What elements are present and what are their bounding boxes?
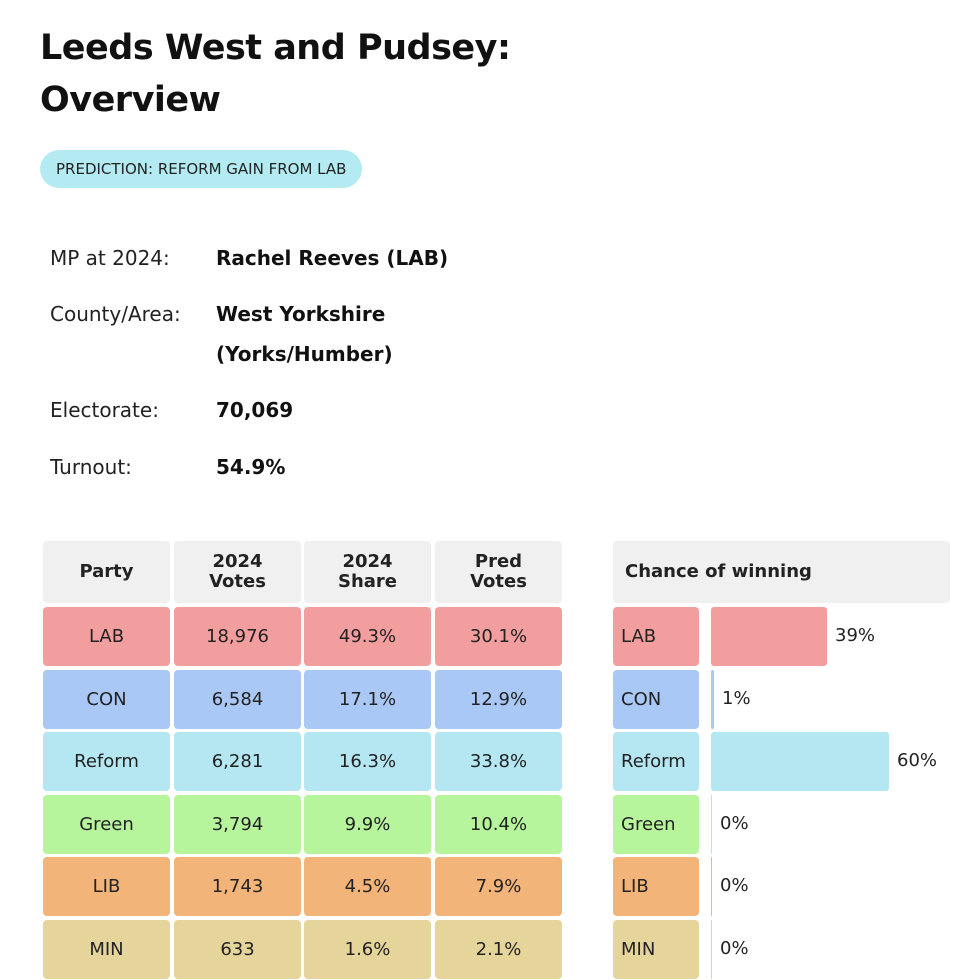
prediction-badge: PREDICTION: REFORM GAIN FROM LAB [40, 150, 363, 188]
party-cell: LIB [43, 857, 170, 916]
chance-of-winning-header: Chance of winning [613, 541, 950, 603]
turnout-label: Turnout: [50, 455, 132, 479]
pred-votes-cell: 12.9% [435, 669, 562, 729]
electorate-label: Electorate: [50, 398, 159, 422]
chance-category-label: MIN [613, 919, 699, 979]
share-2024-cell: 4.5% [304, 857, 431, 916]
votes-2024-cell: 633 [174, 919, 301, 979]
share-2024-cell: 17.1% [304, 669, 431, 729]
turnout-value: 54.9% [216, 455, 286, 479]
chance-value-label: 60% [897, 750, 938, 771]
county-value-line-1: West Yorkshire [216, 302, 386, 326]
votes-2024-cell: 3,794 [174, 794, 301, 854]
votes-2024-cell: 1,743 [174, 857, 301, 916]
share-2024-cell: 9.9% [304, 794, 431, 854]
party-cell: MIN [43, 919, 170, 979]
chance-value-label: 0% [720, 875, 749, 896]
county-value-line-2: (Yorks/Humber) [216, 342, 393, 366]
page-title-line-1: Leeds West and Pudsey: [40, 28, 511, 68]
chance-category-label: CON [613, 669, 699, 729]
share-2024-cell: 1.6% [304, 919, 431, 979]
chance-category-label: Reform [613, 732, 699, 791]
chance-category-label: LIB [613, 857, 699, 916]
chance-value-label: 0% [720, 937, 749, 959]
chance-category-label: Green [613, 794, 699, 854]
electorate-value: 70,069 [216, 398, 294, 422]
chance-bar [711, 857, 712, 916]
header-pred-votes: Pred Votes [435, 541, 562, 603]
pred-votes-cell: 33.8% [435, 732, 562, 791]
chance-title: Chance of winning [625, 561, 812, 582]
chance-bar [711, 919, 712, 979]
chance-value-label: 0% [720, 812, 749, 834]
party-cell: Reform [43, 732, 170, 791]
mp-value: Rachel Reeves (LAB) [216, 246, 449, 270]
chance-bar [711, 607, 827, 666]
party-cell: LAB [43, 607, 170, 666]
header-party: Party [43, 541, 170, 603]
mp-label: MP at 2024: [50, 246, 170, 270]
share-2024-cell: 49.3% [304, 607, 431, 666]
pred-votes-cell: 10.4% [435, 794, 562, 854]
party-cell: Green [43, 794, 170, 854]
header-2024-votes: 2024 Votes [174, 541, 301, 603]
chance-value-label: 1% [722, 687, 751, 709]
votes-2024-cell: 6,281 [174, 732, 301, 791]
pred-votes-cell: 7.9% [435, 857, 562, 916]
county-label: County/Area: [50, 302, 181, 326]
chance-bar [711, 794, 712, 854]
share-2024-cell: 16.3% [304, 732, 431, 791]
pred-votes-cell: 2.1% [435, 919, 562, 979]
votes-2024-cell: 18,976 [174, 607, 301, 666]
pred-votes-cell: 30.1% [435, 607, 562, 666]
chance-bar [711, 732, 889, 791]
page-title-line-2: Overview [40, 80, 221, 120]
chance-value-label: 39% [835, 625, 876, 646]
header-2024-share: 2024 Share [304, 541, 431, 603]
chance-bar [711, 669, 714, 729]
votes-2024-cell: 6,584 [174, 669, 301, 729]
chance-category-label: LAB [613, 607, 699, 666]
page-title: Leeds West and Pudsey: Overview [40, 22, 511, 126]
party-cell: CON [43, 669, 170, 729]
